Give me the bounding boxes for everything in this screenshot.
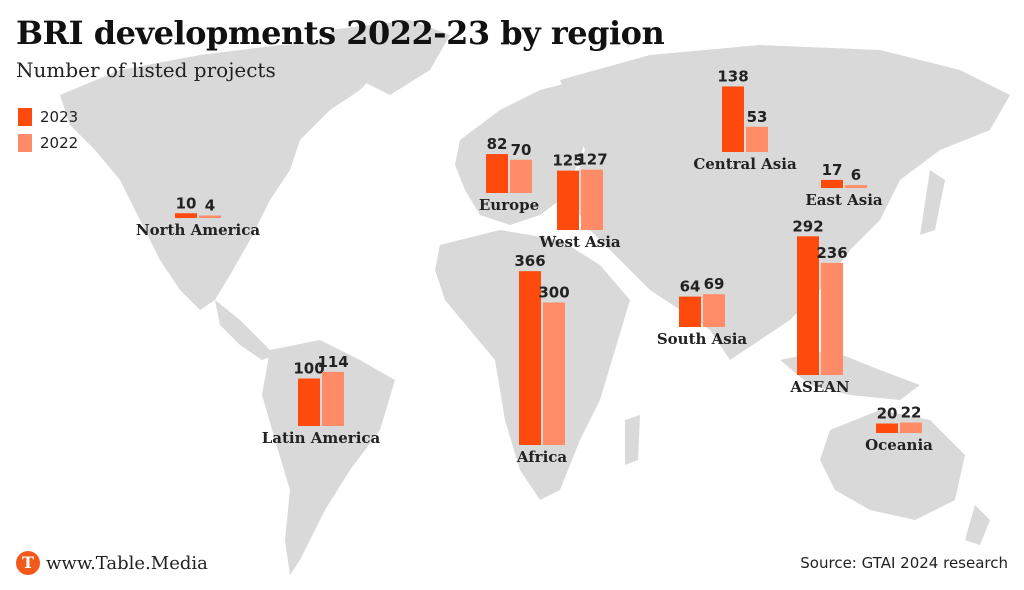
legend-swatch-2023 xyxy=(18,108,32,126)
region-label-latin-america: Latin America xyxy=(262,429,381,447)
value-label-north-america-2023: 10 xyxy=(176,194,197,212)
australia-landmass xyxy=(820,410,965,520)
bar-latin-america-2022 xyxy=(322,371,344,426)
bar-africa-2023 xyxy=(519,271,541,445)
greenland-landmass xyxy=(330,20,450,95)
chart-subtitle: Number of listed projects xyxy=(16,58,276,82)
bar-west-asia-2023 xyxy=(557,170,579,230)
north-america-landmass xyxy=(60,40,390,310)
bar-east-asia-2022 xyxy=(845,185,867,188)
value-label-east-asia-2022: 6 xyxy=(851,166,861,184)
bar-asean-2022 xyxy=(821,262,843,375)
region-label-east-asia: East Asia xyxy=(805,191,883,209)
legend-swatch-2022 xyxy=(18,134,32,152)
central-america-landmass xyxy=(215,300,275,360)
brand-logo[interactable]: T www.Table.Media xyxy=(16,551,208,575)
japan-landmass xyxy=(920,170,945,235)
bar-north-america-2023 xyxy=(175,213,197,218)
legend-item-2023: 2023 xyxy=(18,104,78,130)
bar-asean-2023 xyxy=(797,236,819,375)
value-label-central-asia-2022: 53 xyxy=(747,108,768,126)
bar-oceania-2022 xyxy=(900,422,922,433)
region-label-north-america: North America xyxy=(136,221,260,239)
bar-africa-2022 xyxy=(543,302,565,445)
source-note: Source: GTAI 2024 research xyxy=(800,554,1008,572)
value-label-asean-2022: 236 xyxy=(816,244,847,262)
region-label-europe: Europe xyxy=(479,196,539,214)
region-label-oceania: Oceania xyxy=(865,436,933,454)
value-label-europe-2022: 70 xyxy=(511,141,532,159)
new-zealand-landmass xyxy=(965,505,990,545)
value-label-west-asia-2022: 127 xyxy=(576,151,607,169)
logo-icon: T xyxy=(16,551,40,575)
value-label-oceania-2023: 20 xyxy=(877,405,898,423)
bar-europe-2023 xyxy=(486,154,508,193)
legend-label-2023: 2023 xyxy=(40,108,79,126)
bar-west-asia-2022 xyxy=(581,169,603,230)
region-label-west-asia: West Asia xyxy=(538,233,621,251)
value-label-west-asia-2023: 125 xyxy=(552,152,583,170)
value-label-europe-2023: 82 xyxy=(487,135,508,153)
bar-oceania-2023 xyxy=(876,423,898,433)
bar-central-asia-2022 xyxy=(746,126,768,152)
bar-central-asia-2023 xyxy=(722,86,744,152)
bar-south-asia-2023 xyxy=(679,296,701,327)
value-label-south-asia-2022: 69 xyxy=(704,275,725,293)
asia-landmass xyxy=(560,45,1010,360)
value-label-africa-2022: 300 xyxy=(538,284,569,302)
south-america-landmass xyxy=(262,340,395,575)
value-label-asean-2023: 292 xyxy=(792,217,823,235)
value-label-north-america-2022: 4 xyxy=(205,197,215,215)
value-label-latin-america-2022: 114 xyxy=(317,353,348,371)
bar-latin-america-2023 xyxy=(298,378,320,426)
region-label-asean: ASEAN xyxy=(789,378,850,396)
region-label-south-asia: South Asia xyxy=(657,330,748,348)
value-label-oceania-2022: 22 xyxy=(901,404,922,422)
bar-north-america-2022 xyxy=(199,215,221,218)
value-label-central-asia-2023: 138 xyxy=(717,67,748,85)
bar-europe-2022 xyxy=(510,159,532,193)
region-label-africa: Africa xyxy=(516,448,568,466)
bar-east-asia-2023 xyxy=(821,179,843,188)
legend-item-2022: 2022 xyxy=(18,130,78,156)
chart-title: BRI developments 2022-23 by region xyxy=(16,14,665,52)
madagascar-landmass xyxy=(625,415,640,465)
value-label-africa-2023: 366 xyxy=(514,252,545,270)
value-label-south-asia-2023: 64 xyxy=(680,278,701,296)
value-label-latin-america-2023: 100 xyxy=(293,360,324,378)
legend: 2023 2022 xyxy=(18,104,78,156)
value-label-east-asia-2023: 17 xyxy=(822,161,843,179)
bar-south-asia-2022 xyxy=(703,294,725,327)
region-label-central-asia: Central Asia xyxy=(693,155,797,173)
site-link[interactable]: www.Table.Media xyxy=(46,552,208,574)
legend-label-2022: 2022 xyxy=(40,134,79,152)
